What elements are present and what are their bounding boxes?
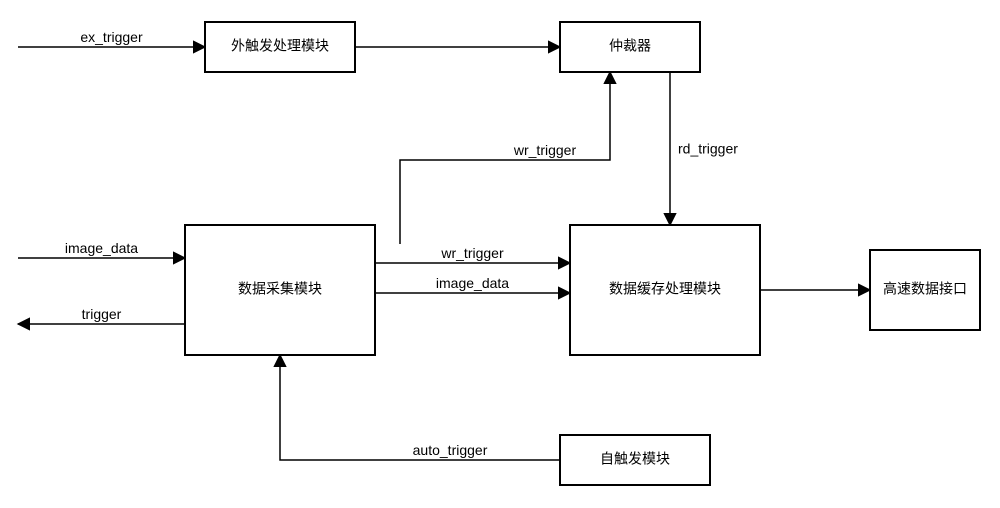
edge-e_wr_arb bbox=[400, 72, 610, 244]
edge-label-e_img_buf: image_data bbox=[436, 275, 509, 291]
edge-label-e_trig_out: trigger bbox=[82, 306, 122, 322]
node-acq: 数据采集模块 bbox=[185, 225, 375, 355]
edge-label-e_wr_arb: wr_trigger bbox=[513, 142, 577, 158]
node-label-acq: 数据采集模块 bbox=[238, 281, 322, 298]
edge-label-e_rd: rd_trigger bbox=[678, 141, 738, 157]
edge-label-e_img_in: image_data bbox=[65, 240, 138, 256]
node-arbiter: 仲裁器 bbox=[560, 22, 700, 72]
edge-label-e_auto: auto_trigger bbox=[413, 442, 488, 458]
node-label-hs: 高速数据接口 bbox=[883, 281, 967, 298]
node-ext_trigger: 外触发处理模块 bbox=[205, 22, 355, 72]
node-buffer: 数据缓存处理模块 bbox=[570, 225, 760, 355]
node-auto: 自触发模块 bbox=[560, 435, 710, 485]
node-label-auto: 自触发模块 bbox=[600, 452, 670, 468]
node-label-arbiter: 仲裁器 bbox=[609, 39, 651, 55]
node-label-ext_trigger: 外触发处理模块 bbox=[231, 39, 329, 55]
node-hs: 高速数据接口 bbox=[870, 250, 980, 330]
edge-label-e_wr_buf: wr_trigger bbox=[440, 245, 504, 261]
node-label-buffer: 数据缓存处理模块 bbox=[609, 282, 721, 298]
edge-label-e_ex_in: ex_trigger bbox=[80, 29, 143, 45]
nodes-layer: 外触发处理模块 仲裁器数据采集模块 数据缓存处理模块 高速数据接口自触发模块 bbox=[185, 22, 980, 485]
block-diagram: ex_trigger wr_trigger rd_trigger image_data… bbox=[0, 0, 1000, 508]
